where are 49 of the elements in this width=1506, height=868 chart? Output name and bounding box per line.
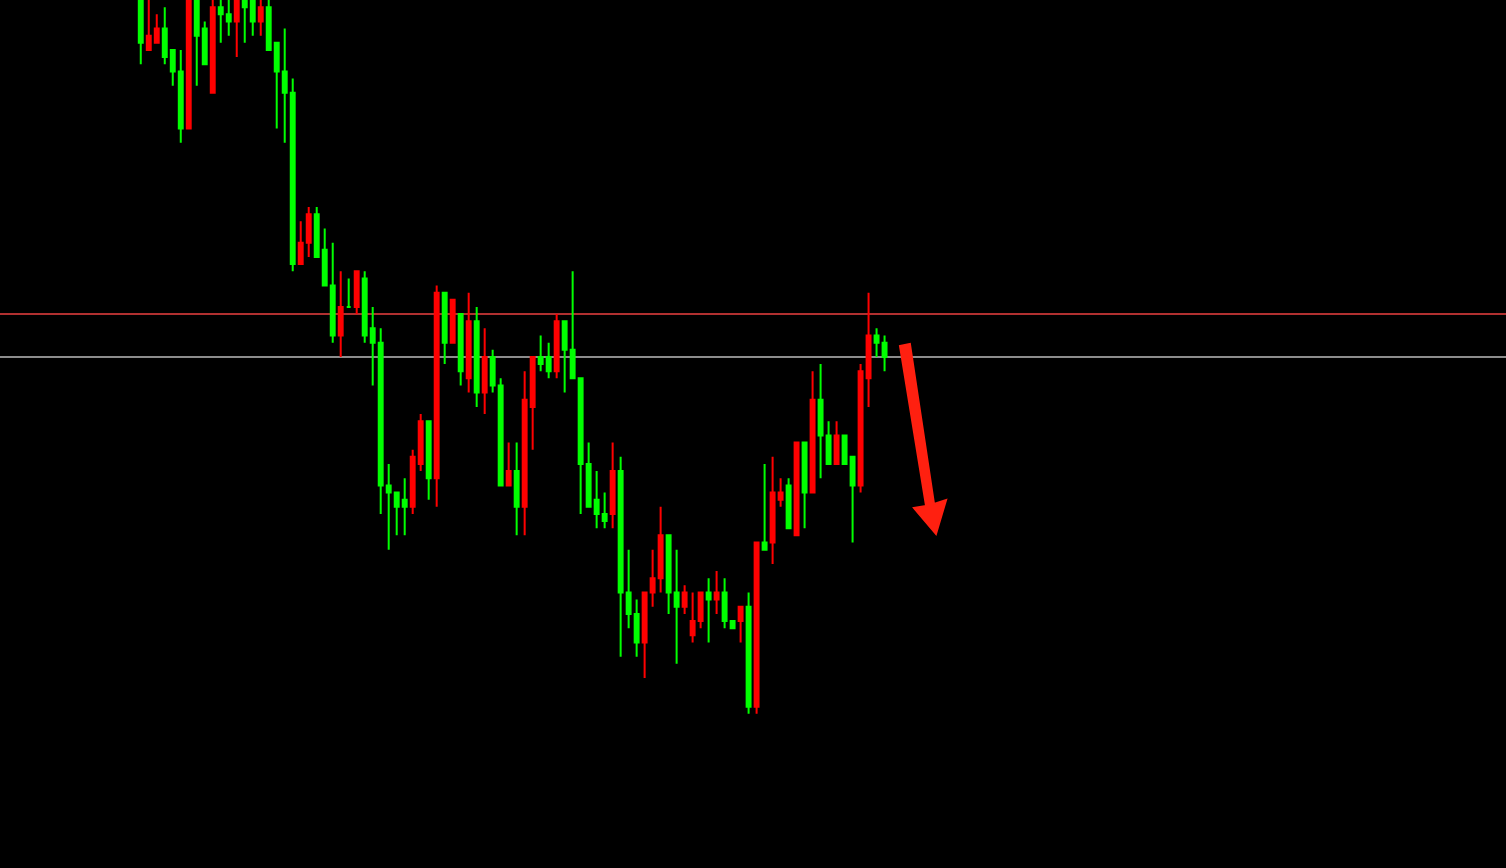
- candlestick: [753, 541, 760, 715]
- candlestick: [465, 291, 472, 394]
- candlestick: [449, 298, 456, 344]
- candlestick: [713, 570, 720, 615]
- candlestick: [457, 313, 464, 387]
- candlestick: [353, 270, 360, 316]
- candlestick: [505, 441, 512, 487]
- candlestick: [761, 462, 768, 551]
- candlestick: [881, 334, 888, 373]
- candlestick: [617, 455, 624, 658]
- candlestick: [305, 206, 312, 258]
- candlestick: [537, 334, 544, 373]
- candlestick: [793, 441, 800, 537]
- candlestick: [737, 605, 744, 644]
- candlestick: [345, 277, 352, 308]
- candlestick: [209, 0, 216, 94]
- candlestick: [745, 591, 752, 715]
- candlestick: [769, 455, 776, 565]
- candlestick: [809, 370, 816, 494]
- candlestick: [425, 420, 432, 501]
- candlestick: [721, 577, 728, 630]
- candlestick: [833, 420, 840, 465]
- candlestick: [145, 0, 152, 51]
- candlestick: [689, 591, 696, 644]
- candlestick: [681, 584, 688, 615]
- candlestick: [785, 477, 792, 530]
- candlestick: [817, 363, 824, 480]
- candlestick: [481, 327, 488, 416]
- candlestick: [553, 313, 560, 380]
- candlestick: [401, 477, 408, 537]
- candlestick: [609, 441, 616, 530]
- candlestick: [225, 0, 232, 37]
- candlestick: [193, 0, 200, 87]
- candlestick: [185, 0, 192, 130]
- candlestick: [545, 341, 552, 380]
- candlestick: [705, 577, 712, 644]
- candlestick: [241, 0, 248, 44]
- candlestick: [137, 0, 144, 66]
- candlestick: [233, 0, 240, 59]
- candlestick: [801, 441, 808, 530]
- candlestick: [337, 270, 344, 358]
- candlestick: [249, 0, 256, 37]
- candlestick: [473, 305, 480, 408]
- candlestick: [513, 441, 520, 537]
- candlestick: [217, 0, 224, 44]
- candlestick: [433, 284, 440, 508]
- candlestick: [441, 291, 448, 366]
- candlestick: [257, 0, 264, 37]
- candlestick: [177, 48, 184, 144]
